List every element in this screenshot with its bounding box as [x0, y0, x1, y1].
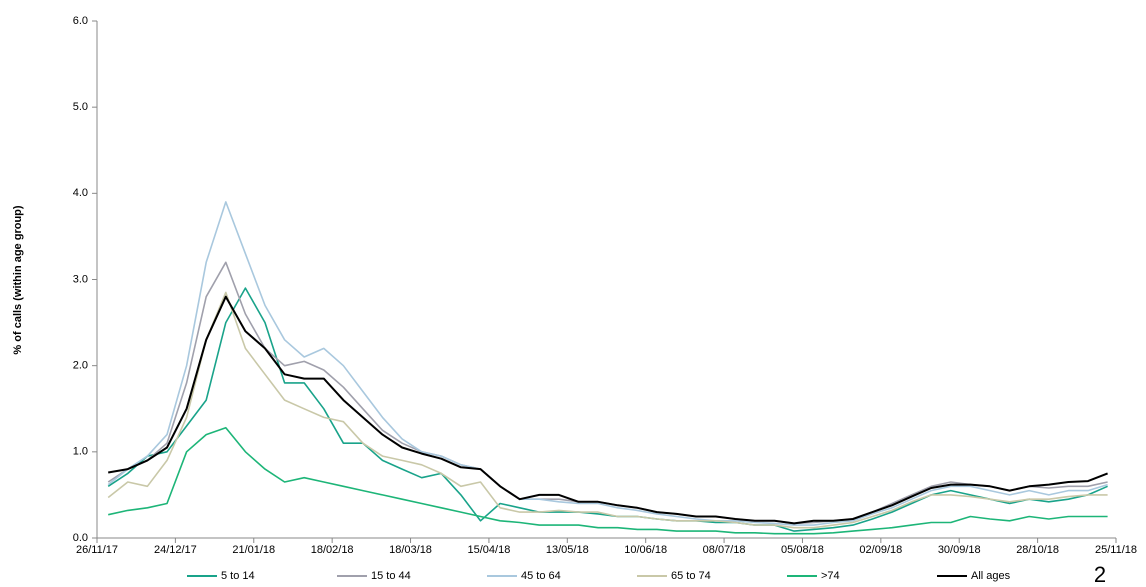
- y-tick-label: 4.0: [73, 187, 88, 199]
- x-tick-label: 28/10/18: [1016, 544, 1059, 556]
- x-tick-label: 18/03/18: [389, 544, 432, 556]
- y-tick-label: 2.0: [73, 360, 88, 372]
- x-tick-label: 10/06/18: [624, 544, 667, 556]
- legend-label: All ages: [971, 570, 1011, 582]
- y-tick-label: 3.0: [73, 273, 88, 285]
- legend-label: 45 to 64: [521, 570, 561, 582]
- series-line: [108, 295, 1108, 525]
- x-tick-label: 24/12/17: [154, 544, 197, 556]
- series-line: [107, 287, 1108, 532]
- legend-label: 5 to 14: [221, 570, 255, 582]
- series-line: [107, 201, 1108, 526]
- y-tick-label: 0.0: [73, 532, 88, 544]
- legend-label: 65 to 74: [671, 570, 711, 582]
- legend-label: 15 to 44: [371, 570, 411, 582]
- page-number: 2: [1094, 562, 1106, 587]
- legend-label: >74: [821, 570, 840, 582]
- x-tick-label: 18/02/18: [311, 544, 354, 556]
- x-tick-label: 21/01/18: [232, 544, 275, 556]
- x-tick-label: 08/07/18: [703, 544, 746, 556]
- y-tick-label: 5.0: [73, 101, 88, 113]
- y-tick-label: 1.0: [73, 446, 88, 458]
- x-tick-label: 05/08/18: [781, 544, 824, 556]
- x-tick-label: 25/11/18: [1095, 544, 1137, 556]
- series-line: [107, 291, 1108, 529]
- x-tick-label: 02/09/18: [859, 544, 902, 556]
- y-axis-label: % of calls (within age group): [12, 205, 24, 354]
- x-tick-label: 30/09/18: [938, 544, 981, 556]
- x-tick-label: 26/11/17: [76, 544, 118, 556]
- x-tick-label: 13/05/18: [546, 544, 589, 556]
- x-tick-label: 15/04/18: [468, 544, 511, 556]
- series-line: [108, 426, 1108, 535]
- y-tick-label: 6.0: [73, 15, 88, 27]
